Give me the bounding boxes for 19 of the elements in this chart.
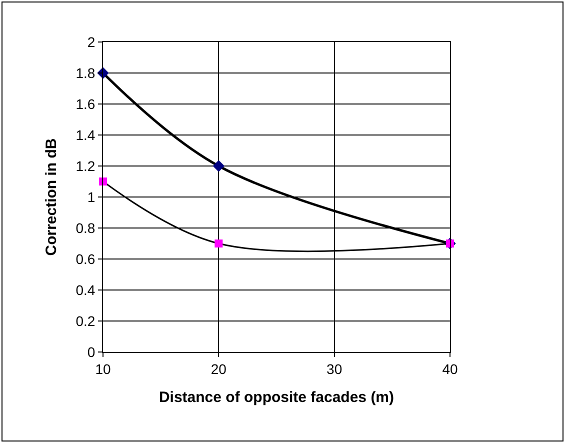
y-axis-title: Correction in dB — [42, 138, 60, 256]
y-tick-label: 0.8 — [76, 220, 96, 236]
y-tick-label: 1.4 — [76, 126, 96, 143]
y-tick-label: 1 — [87, 188, 96, 205]
y-tick-label: 0.6 — [76, 250, 96, 267]
x-tick-label: 40 — [442, 360, 458, 377]
y-tick-label: 0.2 — [76, 312, 96, 329]
x-tick-label: 20 — [210, 360, 227, 377]
x-tick-label: 30 — [326, 360, 342, 377]
y-tick-label: 1.2 — [76, 158, 96, 174]
y-tick-label: 2 — [87, 34, 96, 50]
y-tick-label: 0.4 — [76, 282, 96, 298]
y-tick-label: 0 — [87, 344, 96, 360]
x-axis-title: Distance of opposite facades (m) — [158, 388, 394, 406]
y-tick-label: 1.6 — [76, 96, 96, 112]
y-tick-label: 1.8 — [76, 64, 96, 81]
point — [212, 160, 225, 172]
point — [214, 240, 223, 248]
x-tick-label: 10 — [95, 360, 111, 377]
